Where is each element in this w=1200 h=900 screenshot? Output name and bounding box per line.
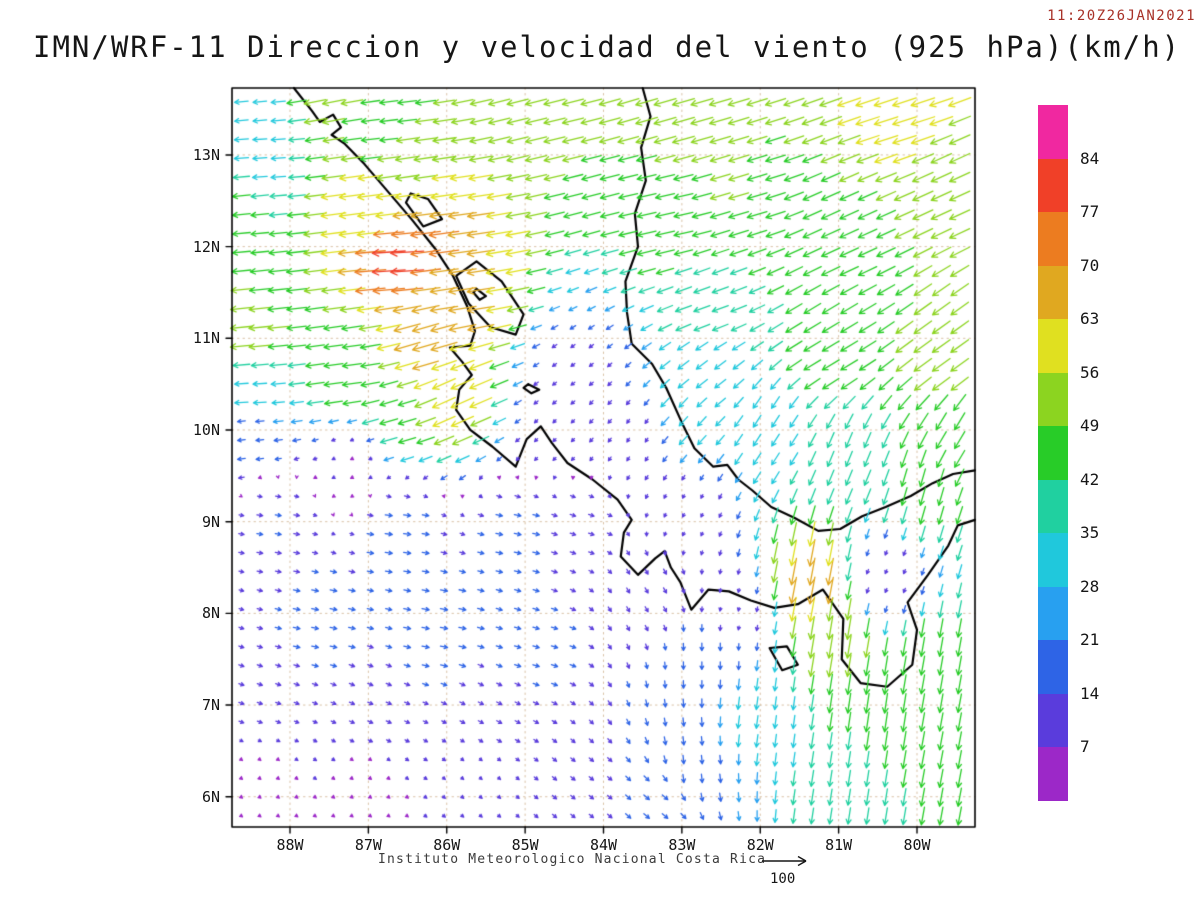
y-axis-label: 12N (192, 237, 220, 256)
colorbar-segment (1038, 586, 1068, 641)
colorbar-segment (1038, 693, 1068, 748)
x-axis-label: 87W (354, 836, 382, 854)
x-axis-label: 85W (511, 836, 539, 854)
reference-arrow-icon (762, 855, 807, 867)
valid-time-label: 11:20Z26JAN2021 (1047, 8, 1196, 24)
colorbar-label: 21 (1080, 630, 1100, 650)
institute-credit: Instituto Meteorologico Nacional Costa R… (378, 852, 767, 867)
page-title: IMN/WRF-11 Direccion y velocidad del vie… (33, 30, 1182, 64)
x-axis-label: 88W (276, 836, 304, 854)
colorbar-segment (1038, 265, 1068, 320)
colorbar-segment (1038, 426, 1068, 480)
colorbar-label: 28 (1080, 576, 1100, 596)
colorbar-segment (1038, 158, 1068, 213)
colorbar-label: 84 (1080, 148, 1100, 168)
colorbar (1038, 105, 1068, 801)
y-axis-label: 6N (201, 787, 220, 806)
x-axis-label: 81W (825, 836, 853, 854)
colorbar-segment (1038, 533, 1068, 587)
x-axis-label: 80W (903, 836, 931, 854)
colorbar-segment (1038, 747, 1068, 801)
colorbar-segment (1038, 479, 1068, 534)
colorbar-segment (1038, 372, 1068, 427)
colorbar-label: 7 (1080, 737, 1090, 757)
colorbar-label: 63 (1080, 309, 1100, 329)
x-axis-label: 86W (433, 836, 461, 854)
colorbar-label: 56 (1080, 362, 1100, 382)
reference-arrow-label: 100 (770, 871, 796, 887)
colorbar-label: 77 (1080, 202, 1100, 222)
colorbar-label: 35 (1080, 523, 1100, 543)
y-axis-label: 13N (192, 145, 220, 164)
colorbar-segment (1038, 640, 1068, 694)
y-axis-label: 11N (192, 329, 220, 348)
colorbar-label: 42 (1080, 469, 1100, 489)
wind-vector-map-canvas (222, 78, 985, 837)
colorbar-label: 70 (1080, 255, 1100, 275)
y-axis-label: 8N (201, 604, 220, 623)
x-axis-label: 84W (589, 836, 618, 854)
y-axis-label: 10N (192, 420, 220, 439)
x-axis-label: 82W (746, 836, 774, 854)
colorbar-segment (1038, 319, 1068, 373)
colorbar-label: 49 (1080, 416, 1100, 436)
colorbar-label: 14 (1080, 683, 1100, 703)
y-axis-label: 7N (201, 696, 220, 715)
x-axis-label: 83W (668, 836, 696, 854)
colorbar-segment (1038, 105, 1068, 159)
y-axis-label: 9N (201, 512, 220, 531)
colorbar-segment (1038, 212, 1068, 266)
